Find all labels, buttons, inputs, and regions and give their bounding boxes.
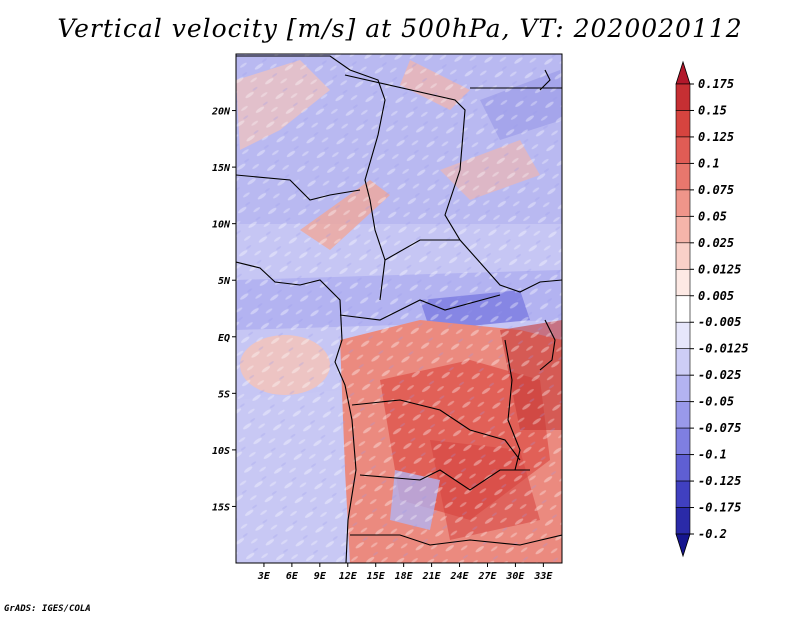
colorbar-label: -0.1 (698, 448, 727, 462)
colorbar-label: 0.1 (698, 156, 720, 170)
border-line (384, 239, 460, 261)
border-line (539, 69, 551, 91)
colorbar-swatch (675, 507, 691, 535)
colorbar-label: -0.0125 (698, 342, 749, 356)
colorbar-swatch (675, 374, 691, 402)
y-tick-label: 20N (211, 107, 231, 118)
coastline-borders (236, 55, 562, 563)
border-line (236, 55, 386, 301)
x-tick-label: 3E (257, 571, 271, 582)
colorbar-min-triangle (675, 533, 691, 558)
colorbar-swatch (675, 401, 691, 429)
colorbar-swatch (675, 454, 691, 482)
colorbar-swatch (675, 348, 691, 376)
colorbar-label: -0.075 (698, 421, 741, 435)
border-line (339, 294, 501, 321)
x-tick-label: 18E (395, 571, 414, 582)
y-tick-label: 5N (218, 276, 231, 287)
y-tick-label: 15N (212, 163, 231, 174)
border-line (351, 399, 521, 461)
colorbar-swatch (675, 268, 691, 297)
grads-credit: GrADS: IGES/COLA (4, 604, 91, 614)
colorbar-label: -0.05 (698, 395, 734, 409)
velocity-field (236, 54, 562, 563)
colorbar-label: 0.075 (698, 183, 734, 197)
y-tick-label: 10S (212, 446, 230, 457)
plot-frame (235, 53, 563, 564)
border-line (236, 174, 361, 201)
x-tick-label: 9E (314, 571, 327, 582)
x-tick-label: 6E (286, 571, 299, 582)
x-tick-label: 24E (450, 571, 470, 582)
coastline-west (236, 261, 357, 563)
colorbar-label: -0.125 (698, 474, 741, 488)
x-tick-label: 12E (339, 571, 358, 582)
y-axis: 20N 15N 10N 5N EQ 5S 10S 15S (211, 107, 236, 513)
colorbar-label: 0.175 (698, 77, 734, 91)
lake-border (539, 319, 556, 371)
x-tick-label: 15E (367, 571, 386, 582)
x-tick-label: 21E (422, 571, 442, 582)
colorbar-swatch (675, 83, 691, 111)
colorbar-swatch (675, 427, 691, 455)
colorbar-swatch (675, 110, 691, 138)
colorbar-label: -0.175 (698, 501, 741, 515)
border-line (350, 534, 562, 546)
colorbar-swatch (675, 216, 691, 244)
colorbar-swatch (675, 321, 691, 350)
colorbar-swatch (675, 189, 691, 217)
border-line (344, 74, 562, 293)
y-tick-label: EQ (218, 333, 230, 344)
colorbar-swatch (675, 136, 691, 164)
border-line (359, 469, 530, 491)
colorbar-label: -0.2 (698, 527, 727, 541)
colorbar-label: 0.025 (698, 236, 734, 250)
x-tick-label: 33E (533, 571, 553, 582)
y-tick-label: 10N (212, 220, 231, 231)
colorbar-label: -0.005 (698, 315, 741, 329)
lake-border (504, 339, 521, 471)
field-texture (236, 54, 562, 563)
colorbar-label: 0.05 (698, 209, 727, 223)
colorbar-label: -0.025 (698, 368, 741, 382)
x-tick-label: 27E (477, 571, 497, 582)
colorbar-swatch (675, 163, 691, 191)
colorbar: 0.175 0.15 0.125 0.1 0.075 0.05 0.025 0.0125 0.0… (675, 60, 749, 558)
colorbar-swatch (675, 480, 691, 508)
colorbar-label: 0.15 (698, 103, 727, 117)
y-tick-label: 5S (218, 389, 230, 400)
x-axis: 3E 6E 9E 12E 15E 18E 21E 24E 27E 30E 33E (257, 563, 553, 582)
y-tick-label: 15S (212, 502, 230, 513)
x-tick-label: 30E (505, 571, 525, 582)
colorbar-swatch (675, 295, 691, 323)
colorbar-label: 0.005 (698, 289, 734, 303)
colorbar-label: 0.125 (698, 130, 734, 144)
colorbar-label: 0.0125 (698, 262, 741, 276)
colorbar-swatch (675, 242, 691, 270)
chart-title: Vertical velocity [m/s] at 500hPa, VT: 2… (57, 14, 743, 43)
colorbar-max-triangle (675, 60, 691, 85)
